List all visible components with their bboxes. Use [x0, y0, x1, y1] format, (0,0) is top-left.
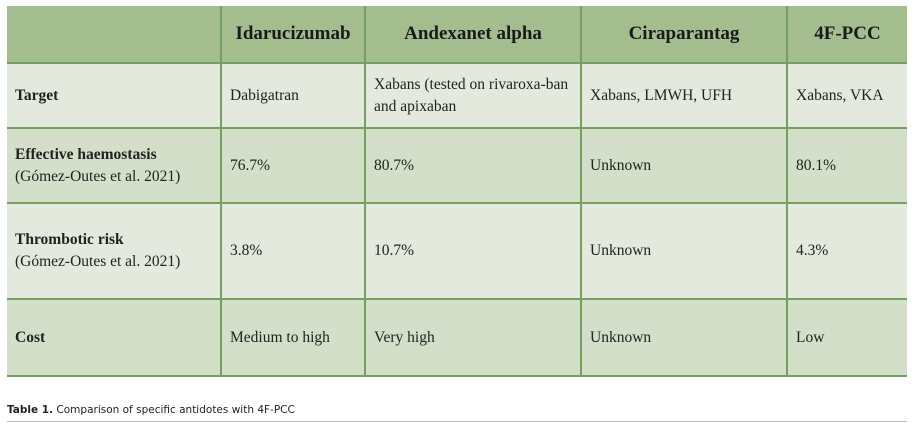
table-cell: 3.8% [221, 203, 366, 300]
table-cell: Very high [365, 299, 582, 377]
header-row: Idarucizumab Andexanet alpha Ciraparanta… [7, 6, 907, 64]
table-cell: 80.1% [787, 128, 907, 204]
table-cell: Xabans (tested on rivaroxa-ban and apixa… [365, 63, 582, 129]
table-cell: 76.7% [221, 128, 366, 204]
table-cell: Unknown [581, 203, 788, 300]
caption-divider [7, 421, 907, 422]
header-idarucizumab: Idarucizumab [221, 6, 366, 64]
table-cell: Xabans, LMWH, UFH [581, 63, 788, 129]
table-cell: Medium to high [221, 299, 366, 377]
table-row: Thrombotic risk (Gómez-Outes et al. 2021)… [7, 203, 907, 300]
table-cell: 80.7% [365, 128, 582, 204]
row-label: Thrombotic risk (Gómez-Outes et al. 2021) [7, 203, 222, 300]
header-ciraparantag: Ciraparantag [581, 6, 788, 64]
header-andexanet: Andexanet alpha [365, 6, 582, 64]
row-label: Target [7, 63, 222, 129]
table-caption: Table 1. Comparison of specific antidote… [7, 404, 295, 416]
table-cell: Dabigatran [221, 63, 366, 129]
table-row: Target Dabigatran Xabans (tested on riva… [7, 63, 907, 129]
header-empty [7, 6, 222, 64]
table-cell: 10.7% [365, 203, 582, 300]
antidote-comparison-table: Idarucizumab Andexanet alpha Ciraparanta… [7, 6, 907, 377]
header-4f-pcc: 4F-PCC [787, 6, 907, 64]
row-label: Cost [7, 299, 222, 377]
table-row: Cost Medium to high Very high Unknown Lo… [7, 299, 907, 377]
table-cell: 4.3% [787, 203, 907, 300]
table-cell: Unknown [581, 299, 788, 377]
table-cell: Xabans, VKA [787, 63, 907, 129]
table-row: Effective haemostasis (Gómez-Outes et al.… [7, 128, 907, 204]
table-cell: Unknown [581, 128, 788, 204]
table-cell: Low [787, 299, 907, 377]
row-label: Effective haemostasis (Gómez-Outes et al.… [7, 128, 222, 204]
